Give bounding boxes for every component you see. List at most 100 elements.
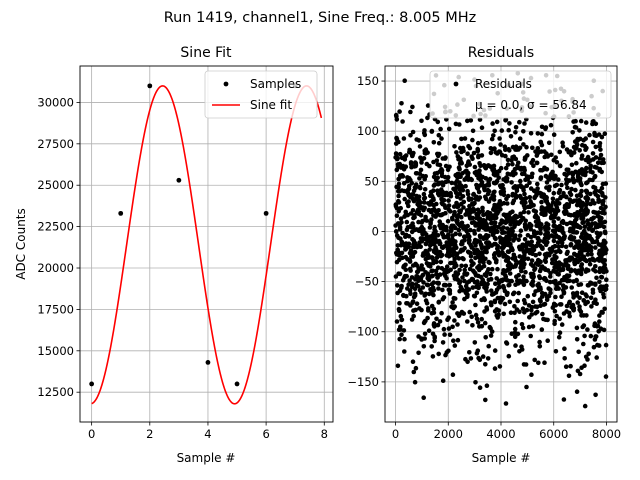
residual-point [404, 219, 410, 225]
residual-point [461, 205, 466, 210]
residual-point [549, 260, 555, 266]
residual-point [495, 151, 500, 156]
residual-point [482, 320, 488, 326]
residual-point [418, 277, 424, 282]
residual-point [411, 369, 417, 375]
residual-point [548, 290, 553, 296]
residual-point [492, 220, 498, 225]
residual-point [597, 143, 602, 149]
residual-point [394, 114, 399, 119]
residual-point [564, 273, 570, 278]
residual-point [476, 197, 481, 202]
residual-point [597, 248, 602, 254]
residual-point [472, 340, 478, 345]
residual-point [432, 334, 438, 340]
residual-point [410, 359, 416, 365]
residual-point [439, 310, 444, 316]
residual-point [497, 199, 503, 204]
residual-point [405, 256, 410, 262]
residual-point [521, 277, 527, 283]
residual-point [574, 145, 579, 150]
residual-point [404, 273, 410, 279]
residual-point [395, 162, 401, 167]
residual-point [524, 242, 529, 248]
residual-point [436, 140, 442, 146]
residual-point [541, 166, 547, 172]
residual-point [483, 224, 488, 230]
residual-point [528, 186, 534, 191]
residual-point [574, 337, 580, 342]
residual-point [421, 344, 427, 349]
residual-point [419, 160, 424, 165]
residual-point [542, 360, 547, 366]
residual-point [574, 293, 580, 298]
residual-point [473, 380, 478, 385]
residual-point [471, 150, 477, 156]
residual-point [499, 152, 505, 158]
residual-point [474, 316, 480, 322]
residual-point [451, 212, 457, 217]
residual-point [460, 171, 465, 176]
residual-point [489, 329, 495, 334]
residual-point [420, 253, 426, 258]
residual-point [514, 307, 520, 312]
residual-point [507, 271, 513, 276]
residual-point [585, 252, 591, 257]
residual-point [495, 295, 501, 301]
residual-point [432, 171, 438, 176]
residual-point [498, 300, 503, 305]
residual-point [582, 228, 587, 234]
residual-point [396, 188, 401, 194]
residual-point [486, 178, 491, 184]
residual-point [411, 198, 417, 204]
residual-point [507, 278, 513, 284]
residual-point [522, 310, 527, 315]
residual-point [523, 362, 529, 367]
residual-point [460, 275, 465, 280]
residual-point [584, 165, 589, 171]
residual-point [458, 208, 464, 213]
residual-point [402, 349, 407, 354]
residual-point [503, 165, 509, 171]
residual-point [570, 177, 576, 182]
residual-point [604, 247, 609, 253]
residual-point [481, 183, 486, 188]
residual-point [476, 176, 481, 181]
residual-point [417, 287, 423, 293]
residual-point [599, 185, 605, 191]
residual-point [428, 287, 433, 292]
residual-point [598, 326, 604, 332]
residual-point [419, 263, 425, 268]
residual-point [557, 187, 563, 193]
residual-point [473, 302, 478, 308]
residual-point [489, 302, 494, 308]
residual-point [441, 198, 447, 203]
residual-point [442, 174, 448, 180]
residual-point [501, 177, 507, 182]
residual-point [558, 249, 563, 255]
residual-point [570, 199, 575, 204]
residual-point [550, 196, 556, 202]
residual-point [535, 230, 540, 236]
residual-point [449, 227, 454, 233]
residual-point [473, 312, 479, 318]
residual-point [578, 271, 584, 277]
residual-point [477, 161, 482, 166]
residual-point [479, 139, 485, 145]
residual-point [468, 356, 474, 361]
residual-point [576, 239, 582, 244]
residual-point [528, 333, 533, 339]
residual-point [458, 183, 464, 188]
residual-point [472, 231, 478, 236]
residual-point [412, 293, 418, 298]
residual-point [582, 172, 588, 178]
sine-fit-legend: Samples Sine fit [204, 70, 318, 119]
residual-point [567, 299, 572, 305]
residual-point [483, 273, 489, 279]
residual-point [578, 118, 584, 124]
residual-point [521, 142, 526, 147]
residual-point [521, 254, 527, 260]
residual-point [507, 299, 513, 305]
residual-point [492, 241, 497, 247]
residual-point [500, 296, 506, 301]
